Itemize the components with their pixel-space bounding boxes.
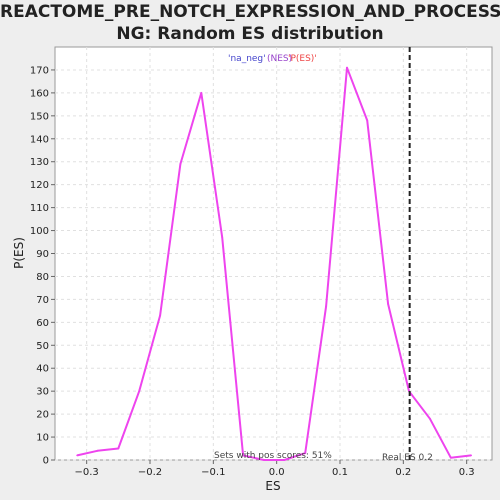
pos-scores-annotation: Sets with pos scores: 51% [214,451,332,461]
y-tick-label: 0 [43,456,49,467]
y-tick-label: 40 [36,364,49,375]
y-tick-label: 20 [36,410,49,421]
es-data-point [325,305,327,308]
legend-text-blue: 'na_neg' [228,54,266,64]
y-tick-label: 160 [30,88,49,99]
real-es-label: Real ES 0.2 [382,453,433,463]
es-data-point [283,459,286,461]
x-tick-label: 0.0 [269,467,285,478]
es-data-point [366,119,369,122]
legend-text-red: 'P(ES)' [288,54,317,64]
legend-text-purple: (NES) [267,54,292,64]
es-data-point [346,66,348,69]
y-tick-label: 110 [30,203,49,214]
es-data-point [221,236,224,239]
chart-title: REACTOME_PRE_NOTCH_EXPRESSION_AND_PROCES… [0,1,500,45]
y-tick-label: 50 [36,341,49,352]
x-tick-label: 0.2 [395,467,411,478]
y-tick-label: 90 [36,249,49,260]
axis-layer: 0 10 20 30 40 50 60 70 80 90 100 110 120 130 140 150 160… [30,65,475,478]
es-data-point [263,459,265,461]
es-data-point [76,454,79,457]
es-distribution-line [76,66,472,461]
es-data-point [159,314,162,317]
es-data-point [96,449,99,452]
chart-title-line2: NG: Random ES distribution [116,24,384,44]
es-data-point [387,303,390,305]
es-data-point [304,452,307,455]
y-tick-label: 70 [36,295,49,306]
x-tick-label: −0.2 [138,467,162,478]
x-tick-label: 0.3 [459,467,475,478]
x-axis-label: ES [265,479,280,493]
es-data-point [242,454,245,457]
es-data-point [117,447,120,450]
es-data-point [138,390,141,393]
y-tick-label: 60 [36,318,49,329]
y-tick-label: 170 [30,65,49,76]
y-axis-label: P(ES) [12,237,26,269]
es-data-point [449,456,452,459]
y-tick-label: 140 [30,134,49,145]
y-tick-label: 120 [30,180,49,191]
es-data-point [179,163,182,165]
chart-title-line1: REACTOME_PRE_NOTCH_EXPRESSION_AND_PROCES… [0,2,500,22]
y-tick-label: 100 [30,226,49,237]
y-tick-label: 130 [30,157,49,168]
y-tick-label: 150 [30,111,49,122]
es-data-point [200,91,203,94]
grid-layer [55,47,492,461]
series-layer [76,66,472,461]
x-tick-label: 0.1 [332,467,348,478]
x-tick-label: −0.1 [201,467,225,478]
es-data-point [429,417,431,420]
es-data-point [470,454,472,457]
y-tick-label: 10 [36,433,49,444]
y-tick-label: 30 [36,387,49,398]
x-tick-label: −0.3 [75,467,99,478]
y-tick-label: 80 [36,272,49,283]
